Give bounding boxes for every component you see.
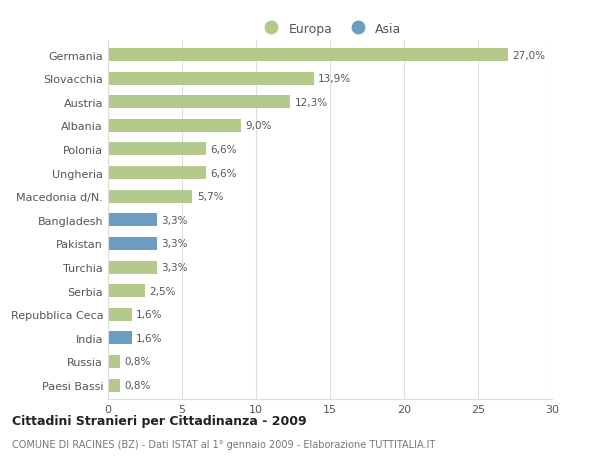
Bar (108, 190, 193, 203)
Bar (108, 379, 120, 392)
Text: COMUNE DI RACINES (BZ) - Dati ISTAT al 1° gennaio 2009 - Elaborazione TUTTITALIA: COMUNE DI RACINES (BZ) - Dati ISTAT al 1… (12, 440, 435, 449)
Bar (108, 261, 157, 274)
Legend: Europa, Asia: Europa, Asia (259, 22, 401, 35)
Bar (108, 237, 157, 250)
Text: 0,8%: 0,8% (124, 380, 151, 390)
Bar (108, 355, 120, 368)
Text: 3,3%: 3,3% (161, 263, 188, 273)
Text: Cittadini Stranieri per Cittadinanza - 2009: Cittadini Stranieri per Cittadinanza - 2… (12, 414, 307, 428)
Text: 0,8%: 0,8% (124, 357, 151, 367)
Text: 6,6%: 6,6% (210, 145, 236, 155)
Bar (108, 96, 290, 109)
Bar (108, 167, 206, 179)
Bar (108, 331, 131, 345)
Text: 9,0%: 9,0% (245, 121, 272, 131)
Text: 5,7%: 5,7% (197, 192, 223, 202)
Text: 1,6%: 1,6% (136, 309, 163, 319)
Text: 3,3%: 3,3% (161, 215, 188, 225)
Text: 13,9%: 13,9% (318, 74, 351, 84)
Bar (108, 308, 131, 321)
Bar (108, 285, 145, 297)
Bar (108, 143, 206, 156)
Bar (108, 214, 157, 227)
Bar (108, 120, 241, 133)
Text: 27,0%: 27,0% (512, 50, 545, 61)
Text: 3,3%: 3,3% (161, 239, 188, 249)
Text: 2,5%: 2,5% (149, 286, 176, 296)
Bar (108, 49, 508, 62)
Bar (108, 73, 314, 85)
Text: 1,6%: 1,6% (136, 333, 163, 343)
Text: 6,6%: 6,6% (210, 168, 236, 178)
Text: 12,3%: 12,3% (295, 98, 328, 107)
